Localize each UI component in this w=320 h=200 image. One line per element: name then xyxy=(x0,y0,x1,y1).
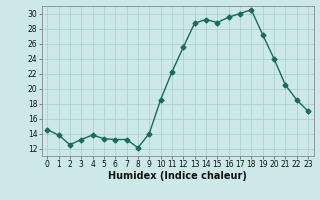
X-axis label: Humidex (Indice chaleur): Humidex (Indice chaleur) xyxy=(108,171,247,181)
